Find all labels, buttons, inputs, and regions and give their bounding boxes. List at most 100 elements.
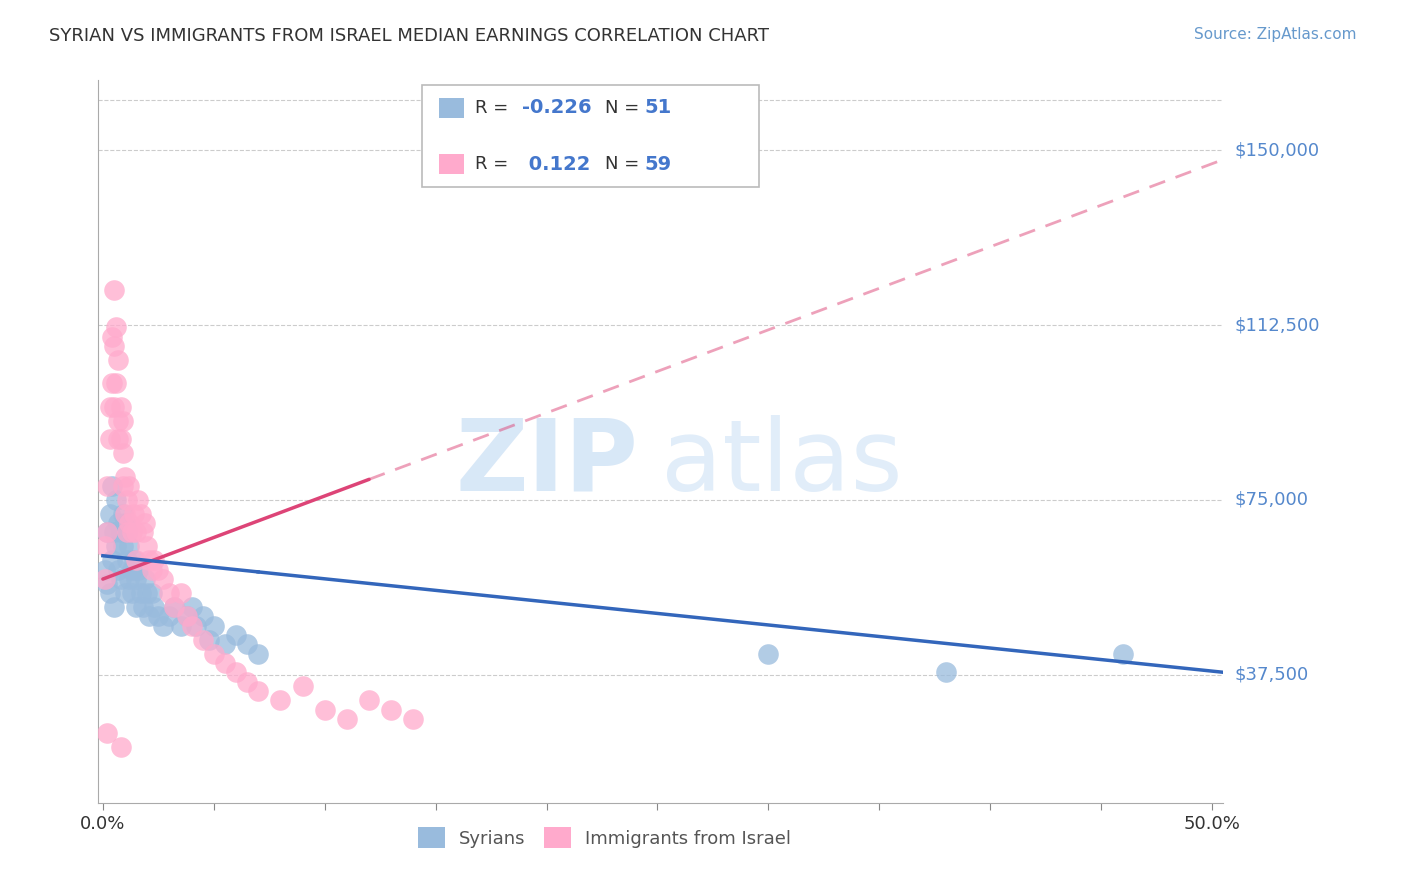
Text: N =: N =	[605, 99, 644, 117]
Point	[103, 283, 125, 297]
Point	[94, 540, 117, 554]
Text: $112,500: $112,500	[1234, 316, 1320, 334]
Point	[214, 637, 236, 651]
Point	[132, 600, 155, 615]
Point	[191, 632, 214, 647]
Point	[359, 693, 381, 707]
Y-axis label: Median Earnings: Median Earnings	[0, 367, 8, 516]
Point	[127, 563, 149, 577]
Point	[176, 609, 198, 624]
Point	[111, 540, 134, 554]
Point	[142, 600, 165, 615]
Point	[935, 665, 957, 680]
Point	[291, 679, 314, 693]
Point	[117, 525, 139, 540]
Point	[96, 525, 118, 540]
Point	[169, 618, 191, 632]
Point	[1112, 647, 1135, 661]
Text: SYRIAN VS IMMIGRANTS FROM ISRAEL MEDIAN EARNINGS CORRELATION CHART: SYRIAN VS IMMIGRANTS FROM ISRAEL MEDIAN …	[49, 27, 769, 45]
Point	[142, 553, 165, 567]
Point	[103, 400, 125, 414]
Point	[125, 600, 148, 615]
Point	[176, 609, 198, 624]
Point	[402, 712, 425, 726]
Point	[180, 600, 202, 615]
Point	[100, 479, 122, 493]
Text: R =: R =	[475, 99, 515, 117]
Point	[122, 553, 145, 567]
Text: R =: R =	[475, 155, 515, 173]
Point	[138, 609, 160, 624]
Point	[111, 479, 134, 493]
Point	[107, 563, 129, 577]
Point	[107, 353, 129, 368]
Point	[129, 586, 152, 600]
Text: 0.122: 0.122	[522, 154, 591, 174]
Point	[103, 525, 125, 540]
Point	[125, 525, 148, 540]
Text: $150,000: $150,000	[1234, 141, 1319, 159]
Point	[94, 572, 117, 586]
Point	[157, 609, 180, 624]
Point	[380, 702, 402, 716]
Point	[180, 618, 202, 632]
Point	[125, 572, 148, 586]
Point	[152, 572, 174, 586]
Point	[236, 637, 259, 651]
Point	[98, 432, 121, 446]
Point	[98, 586, 121, 600]
Point	[100, 376, 122, 391]
Text: ZIP: ZIP	[456, 415, 638, 512]
Point	[114, 586, 136, 600]
Point	[247, 647, 270, 661]
Point	[758, 647, 780, 661]
Point	[129, 507, 152, 521]
Point	[225, 665, 247, 680]
Point	[336, 712, 359, 726]
Point	[114, 469, 136, 483]
Text: $37,500: $37,500	[1234, 665, 1309, 683]
Point	[225, 628, 247, 642]
Point	[107, 413, 129, 427]
Point	[105, 320, 128, 334]
Point	[148, 563, 170, 577]
Point	[98, 400, 121, 414]
Point	[121, 586, 143, 600]
Point	[96, 726, 118, 740]
Point	[202, 647, 225, 661]
Point	[117, 553, 139, 567]
Point	[111, 446, 134, 460]
Text: N =: N =	[605, 155, 644, 173]
Point	[191, 609, 214, 624]
Point	[103, 600, 125, 615]
Text: -0.226: -0.226	[522, 98, 592, 118]
Point	[198, 632, 221, 647]
Point	[105, 492, 128, 507]
Point	[134, 516, 156, 530]
Point	[117, 525, 139, 540]
Point	[94, 563, 117, 577]
Point	[121, 525, 143, 540]
Point	[121, 563, 143, 577]
Point	[110, 432, 132, 446]
Point	[214, 656, 236, 670]
Point	[157, 586, 180, 600]
Point	[136, 586, 159, 600]
Point	[118, 479, 141, 493]
Point	[96, 525, 118, 540]
Point	[152, 618, 174, 632]
Point	[141, 586, 163, 600]
Point	[96, 479, 118, 493]
Point	[110, 739, 132, 754]
Point	[132, 525, 155, 540]
Point	[114, 516, 136, 530]
Point	[111, 507, 134, 521]
Point	[148, 609, 170, 624]
Point	[105, 540, 128, 554]
Point	[202, 618, 225, 632]
Point	[103, 339, 125, 353]
Point	[100, 329, 122, 343]
Point	[127, 492, 149, 507]
Point	[117, 492, 139, 507]
Text: 59: 59	[644, 154, 671, 174]
